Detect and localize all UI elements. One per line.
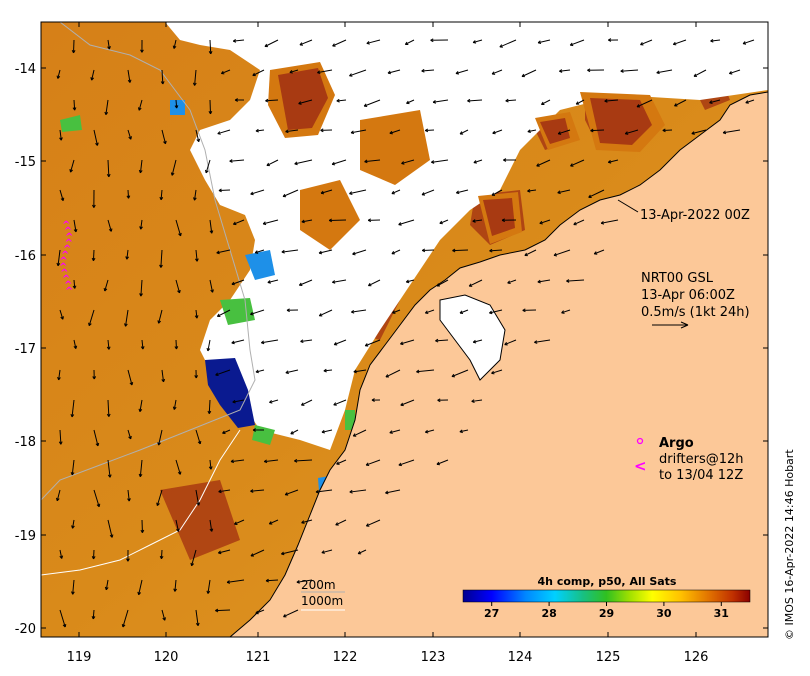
x-tick-label: 124 <box>508 650 533 665</box>
bathymetry-legend-1000m: 1000m <box>301 594 343 608</box>
colorbar-tick-label: 31 <box>714 607 729 620</box>
x-tick-label: 120 <box>154 650 179 665</box>
x-tick-label: 125 <box>596 650 621 665</box>
current-arrow-head <box>157 503 158 506</box>
current-arrow-head <box>191 563 192 566</box>
current-arrow-head <box>122 624 123 627</box>
y-tick-label: -20 <box>15 622 36 637</box>
current-product-label: NRT00 GSL <box>641 271 714 286</box>
colorbar-tick-label: 28 <box>541 607 556 620</box>
x-tick-label: 126 <box>684 650 709 665</box>
y-tick-label: -15 <box>15 155 36 170</box>
x-tick-label: 121 <box>246 650 271 665</box>
argo-legend-line2: to 13/04 12Z <box>659 468 743 483</box>
composite-time-label: 13-Apr-2022 00Z <box>640 208 750 223</box>
colorbar <box>463 590 750 602</box>
current-arrow-head <box>205 170 206 173</box>
y-tick-label: -16 <box>15 249 36 264</box>
current-arrow-head <box>57 76 58 79</box>
bathymetry-legend-200m: 200m <box>301 578 336 592</box>
y-tick-label: -14 <box>15 62 36 77</box>
y-tick-label: -17 <box>15 342 36 357</box>
colorbar-tick-label: 29 <box>599 607 614 620</box>
current-arrow <box>215 610 230 611</box>
current-arrow <box>452 250 468 251</box>
colorbar-tick-label: 27 <box>484 607 499 620</box>
credit-label: © IMOS 16-Apr-2022 14:46 Hobart <box>783 449 796 640</box>
current-time-label: 13-Apr 06:00Z <box>641 288 735 303</box>
argo-legend-line1: drifters@12h <box>659 452 744 467</box>
x-tick-label: 119 <box>67 650 92 665</box>
x-tick-label: 122 <box>333 650 358 665</box>
y-tick-label: -18 <box>15 435 36 450</box>
argo-legend-title: Argo <box>659 436 694 451</box>
current-arrow-head <box>104 288 105 291</box>
drifter-chevron-icon: < <box>634 457 647 475</box>
y-tick-label: -19 <box>15 529 36 544</box>
current-scale-label: 0.5m/s (1kt 24h) <box>641 305 750 320</box>
drifter-chevron-icon: ^ <box>65 286 73 297</box>
current-arrow-head <box>70 169 71 172</box>
current-arrow-head <box>138 107 139 110</box>
x-tick-label: 123 <box>421 650 446 665</box>
colorbar-title: 4h comp, p50, All Sats <box>538 575 677 588</box>
current-arrow <box>591 130 604 131</box>
current-arrow-head <box>56 498 57 501</box>
colorbar-tick-label: 30 <box>656 607 672 620</box>
current-arrow-head <box>89 323 90 326</box>
